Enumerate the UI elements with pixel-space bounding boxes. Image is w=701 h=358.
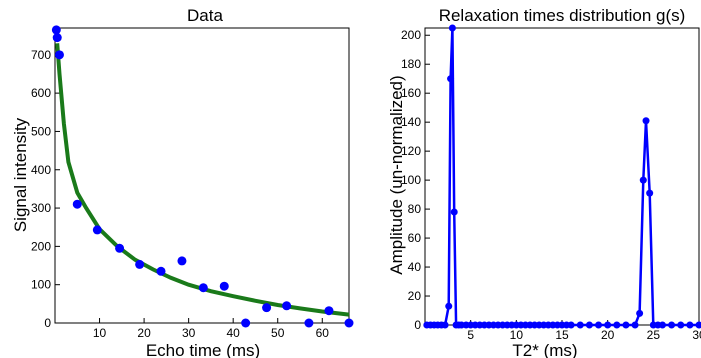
right-chart-data-point	[613, 321, 621, 329]
right-chart-series-line	[426, 27, 699, 327]
right-chart-xlabel: T2* (ms)	[512, 341, 577, 358]
right-chart-x-tick-label: 30	[692, 328, 701, 342]
right-chart-y-tick-label: 200	[401, 28, 421, 42]
right-chart-data-point	[441, 321, 449, 329]
right-chart-data-point	[668, 321, 676, 329]
left-chart-title: Data	[187, 6, 223, 25]
right-chart-title: Relaxation times distribution g(s)	[439, 6, 686, 25]
right-chart-y-tick-label: 0	[414, 318, 421, 332]
left-chart-x-tick-label: 60	[316, 326, 330, 340]
right-chart-ylabel: Amplitude (un-normalized)	[387, 75, 406, 274]
left-chart-y-tick-label: 300	[31, 201, 51, 215]
left-chart-data-point	[52, 33, 62, 43]
left-chart-data-point	[304, 318, 314, 328]
right-chart-data-point	[622, 321, 630, 329]
right-chart-y-tick-label: 80	[408, 202, 422, 216]
left-chart-y-tick-label: 700	[31, 48, 51, 62]
left-chart-data-point	[262, 303, 272, 313]
left-chart-x-tick-label: 40	[227, 326, 241, 340]
left-chart-axes-frame	[54, 27, 350, 324]
right-chart: Relaxation times distribution g(s) T2* (…	[387, 6, 701, 358]
right-chart-y-tick-label: 60	[408, 231, 422, 245]
left-chart-fit-line	[55, 43, 350, 317]
right-chart-data-point	[595, 321, 603, 329]
right-chart-y-tick-label: 140	[401, 115, 421, 129]
right-chart-data-point	[576, 321, 584, 329]
right-chart-y-tick-label: 40	[408, 260, 422, 274]
left-chart-data-point	[135, 259, 145, 269]
left-chart-xlabel: Echo time (ms)	[146, 341, 260, 358]
right-chart-y-tick-label: 100	[401, 173, 421, 187]
left-chart-data-point	[115, 243, 125, 253]
left-chart-y-tick-label: 100	[31, 278, 51, 292]
left-chart-y-tick-label: 500	[31, 124, 51, 138]
right-chart-x-tick-label: 10	[510, 328, 524, 342]
right-chart-y-tick-label: 160	[401, 86, 421, 100]
left-chart-data-point	[54, 50, 64, 60]
right-chart-data-point	[639, 176, 647, 184]
left-chart-ylabel: Signal intensity	[11, 117, 30, 232]
right-chart-data-point	[450, 208, 458, 216]
left-chart: Data Echo time (ms) Signal intensity 10 2…	[11, 6, 354, 358]
left-chart-x-tick-label: 50	[271, 326, 285, 340]
right-chart-data-point	[445, 302, 453, 310]
right-chart-data-point	[658, 321, 666, 329]
right-chart-data-point	[448, 24, 456, 32]
right-chart-data-point	[677, 321, 685, 329]
left-chart-data-point	[198, 283, 208, 293]
right-chart-data-point	[646, 189, 654, 197]
left-chart-y-tick-label: 600	[31, 86, 51, 100]
left-chart-data-point	[344, 318, 354, 328]
left-chart-x-tick-label: 30	[182, 326, 196, 340]
right-chart-data-point	[695, 321, 701, 329]
left-chart-data-point	[51, 25, 61, 35]
left-chart-data-point	[156, 266, 166, 276]
right-chart-x-tick-label: 20	[601, 328, 615, 342]
right-chart-y-tick-label: 120	[401, 144, 421, 158]
left-chart-data-point	[241, 318, 251, 328]
right-chart-axes-frame	[424, 27, 700, 326]
right-chart-x-tick-label: 5	[467, 328, 474, 342]
left-chart-data-point	[72, 199, 82, 209]
right-chart-y-tick-label: 20	[408, 289, 422, 303]
right-chart-data-point	[585, 321, 593, 329]
left-chart-y-tick-label: 400	[31, 163, 51, 177]
left-chart-y-tick-label: 0	[44, 316, 51, 330]
left-chart-data-point	[282, 301, 292, 311]
right-chart-data-point	[636, 309, 644, 317]
left-chart-data-point	[219, 281, 229, 291]
right-chart-data-point	[686, 321, 694, 329]
right-chart-data-point	[447, 75, 455, 83]
left-chart-x-tick-label: 10	[93, 326, 107, 340]
right-chart-y-tick-label: 180	[401, 57, 421, 71]
right-chart-data-point	[642, 117, 650, 125]
right-chart-data-point	[604, 321, 612, 329]
right-chart-x-tick-label: 25	[647, 328, 661, 342]
right-chart-data-point	[631, 321, 639, 329]
left-chart-y-tick-label: 200	[31, 239, 51, 253]
left-chart-data-point	[177, 256, 187, 266]
left-chart-data-point	[324, 306, 334, 316]
left-chart-data-point	[92, 225, 102, 235]
right-chart-x-tick-label: 15	[555, 328, 569, 342]
right-chart-data-point	[567, 321, 575, 329]
left-chart-x-tick-label: 20	[137, 326, 151, 340]
